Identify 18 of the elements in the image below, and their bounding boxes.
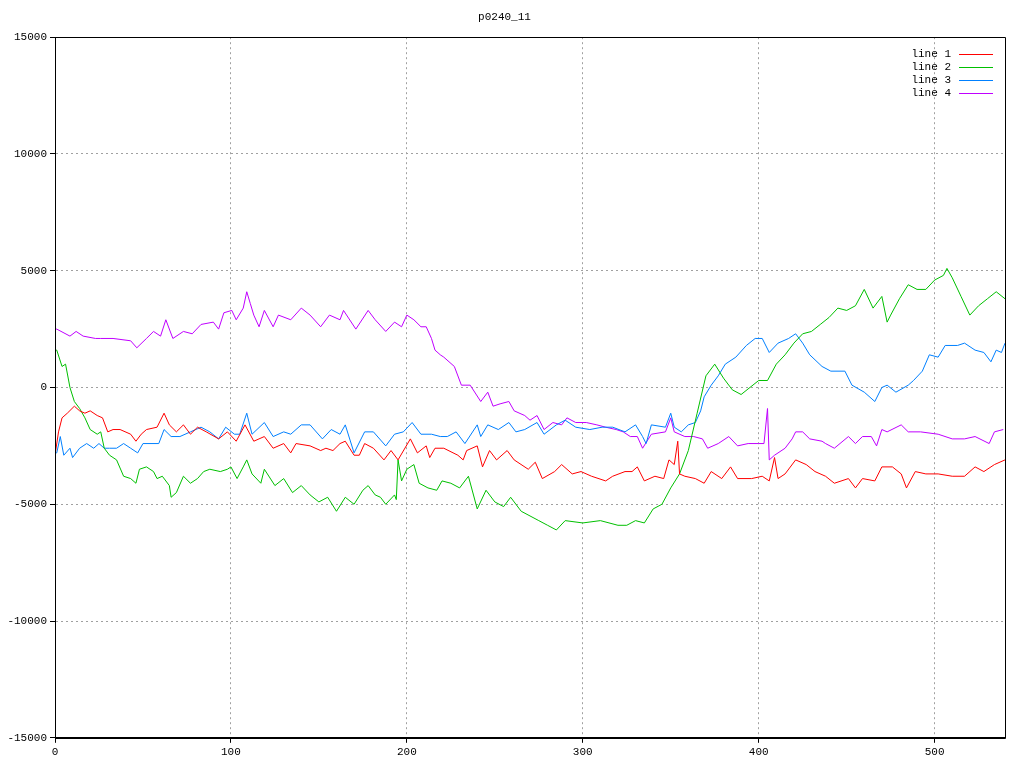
y-tick-label: 10000	[13, 147, 47, 160]
x-tick-label: 200	[396, 746, 417, 759]
x-tick-label: 400	[748, 746, 769, 759]
chart-title: p0240_11	[478, 10, 532, 23]
legend-label: line 3	[911, 73, 951, 86]
x-tick-label: 500	[924, 746, 945, 759]
y-tick-label: 5000	[20, 264, 47, 277]
y-tick-label: -10000	[7, 614, 47, 627]
y-tick-label: 15000	[13, 31, 47, 44]
legend-label: line 2	[911, 60, 951, 73]
y-tick-label: -15000	[7, 731, 47, 744]
y-tick-label: 0	[40, 381, 47, 394]
legend-label: line 4	[911, 86, 952, 99]
x-tick-label: 300	[572, 746, 593, 759]
legend-label: line 1	[911, 47, 952, 60]
x-tick-label: 0	[51, 746, 59, 759]
x-tick-label: 100	[221, 746, 241, 759]
y-tick-label: -5000	[13, 498, 47, 511]
